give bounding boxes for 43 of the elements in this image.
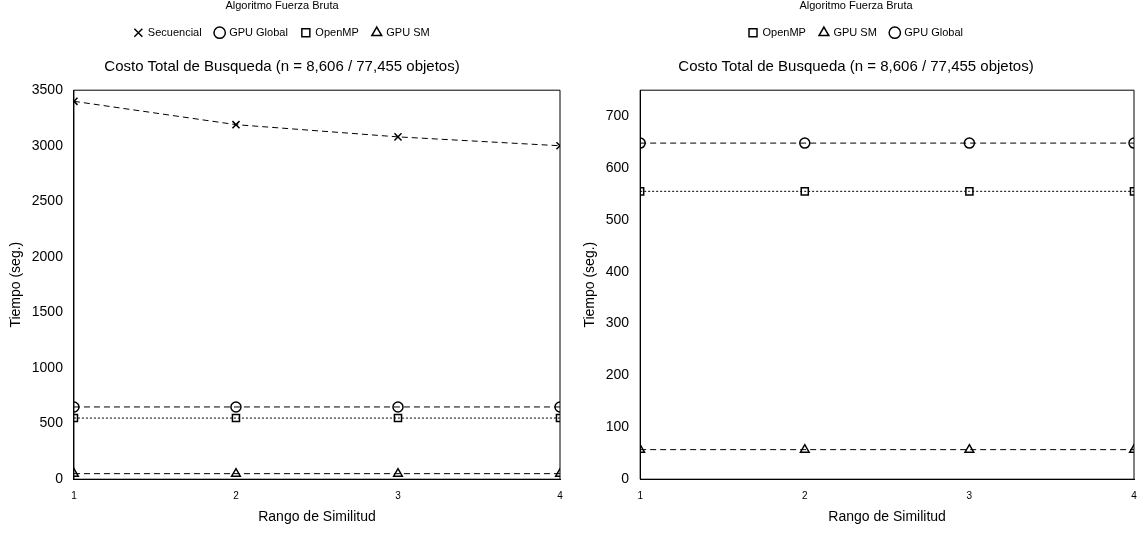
x-axis-title: Rango de Similitud: [258, 508, 376, 525]
legend-label: Secuencial: [147, 25, 202, 38]
chart-title: Costo Total de Busqueda (n = 8,606 / 77,455 objetos): [678, 57, 1034, 75]
y-axis-title: Tiempo (seg.): [7, 241, 24, 328]
legend-label: GPU Global: [229, 25, 288, 38]
x-tick-label: 4: [1131, 489, 1138, 501]
y-tick-label: 1000: [31, 358, 64, 375]
point: [231, 120, 241, 129]
y-tick-label: 1500: [31, 303, 64, 320]
legend-label: OpenMP: [762, 25, 806, 38]
y-tick-label: 700: [605, 106, 630, 123]
x-axis-title: Rango de Similitud: [828, 508, 946, 525]
y-tick-label: 0: [621, 470, 630, 487]
x-tick-label: 3: [966, 489, 973, 501]
point: [393, 413, 403, 423]
x-tick-label: 2: [233, 489, 240, 501]
y-axis-title: Tiempo (seg.): [581, 241, 598, 328]
legend-title: Algoritmo Fuerza Bruta: [225, 0, 340, 11]
y-tick-label: 0: [55, 470, 64, 487]
x-tick-label: 3: [395, 489, 402, 501]
x-tick-label: 1: [637, 489, 644, 501]
chart-title: Costo Total de Busqueda (n = 8,606 / 77,455 objetos): [104, 57, 460, 75]
y-tick-label: 500: [605, 210, 630, 227]
y-tick-label: 400: [605, 262, 630, 279]
y-tick-label: 100: [605, 418, 630, 435]
legend-label: OpenMP: [315, 25, 359, 38]
y-tick-label: 2000: [31, 247, 64, 264]
point: [231, 413, 241, 423]
y-tick-label: 200: [605, 366, 630, 383]
legend-label: GPU Global: [904, 25, 964, 38]
y-tick-label: 300: [605, 314, 630, 331]
x-tick-label: 2: [801, 489, 808, 501]
legend-label: GPU SM: [833, 25, 877, 38]
y-tick-label: 500: [39, 414, 64, 431]
point: [965, 187, 974, 196]
x-tick-label: 1: [71, 489, 78, 501]
y-tick-label: 3500: [31, 81, 64, 98]
legend-label: GPU SM: [386, 25, 430, 38]
x-tick-label: 4: [557, 489, 564, 501]
y-tick-label: 600: [605, 158, 630, 175]
legend-title: Algoritmo Fuerza Bruta: [799, 0, 914, 11]
y-tick-label: 2500: [31, 192, 64, 209]
y-tick-label: 3000: [31, 136, 64, 153]
